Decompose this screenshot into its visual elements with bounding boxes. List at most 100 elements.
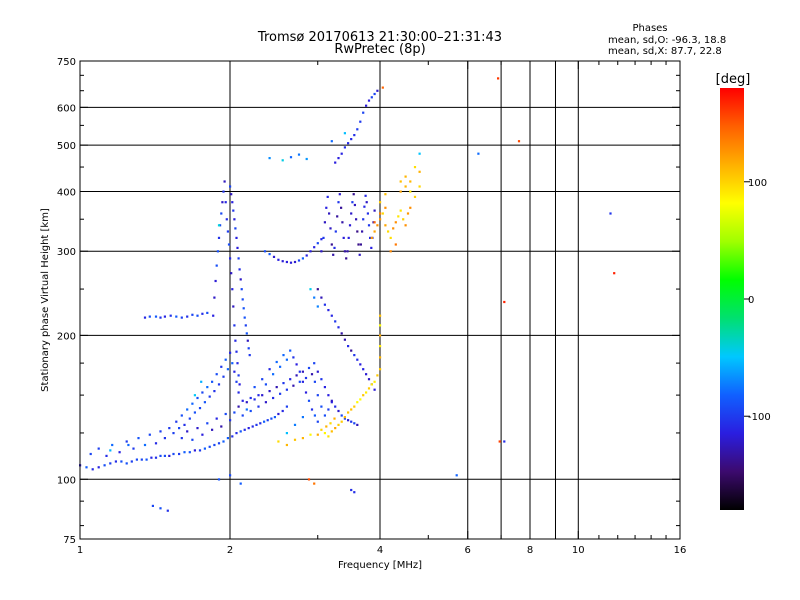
data-point: [285, 358, 288, 361]
data-point: [279, 392, 282, 395]
data-point: [293, 438, 297, 441]
data-point: [455, 474, 458, 477]
data-point: [404, 224, 407, 227]
data-point: [217, 442, 221, 445]
data-point: [272, 373, 275, 376]
data-point: [351, 201, 354, 204]
data-point: [316, 420, 319, 423]
data-point: [186, 430, 189, 433]
data-point: [310, 408, 314, 411]
series-o-mode-spread-f-upper: [320, 193, 376, 260]
data-point: [399, 209, 402, 212]
data-point: [307, 399, 311, 402]
data-point: [323, 414, 326, 417]
data-point: [313, 362, 316, 365]
x-tick-label: 8: [527, 545, 533, 556]
data-point: [399, 190, 402, 193]
data-point: [353, 354, 356, 357]
data-point: [89, 452, 92, 456]
data-point: [334, 161, 337, 164]
data-point: [281, 260, 284, 263]
data-point: [236, 246, 239, 249]
data-point: [220, 212, 223, 215]
data-point: [313, 246, 316, 249]
data-point: [353, 134, 356, 137]
data-point: [242, 307, 245, 310]
data-point: [367, 378, 371, 381]
data-point: [343, 250, 346, 253]
data-point: [327, 408, 330, 411]
data-point: [384, 206, 387, 209]
data-point: [275, 386, 278, 389]
phase-stats-heading: Phases: [632, 23, 667, 34]
colorbar-tick-label: -100: [748, 412, 771, 423]
data-point: [216, 250, 219, 253]
data-point: [337, 157, 340, 160]
data-point: [225, 218, 228, 221]
data-point: [358, 253, 361, 256]
data-point: [353, 422, 356, 425]
data-point: [172, 432, 175, 435]
data-point: [264, 401, 267, 404]
data-point: [353, 491, 356, 494]
data-point: [347, 142, 350, 145]
colorbar: [720, 88, 744, 510]
data-point: [200, 380, 203, 383]
data-point: [130, 460, 133, 463]
series-o-mode-high-f-trace: [334, 89, 379, 164]
data-point: [239, 278, 242, 281]
data-point: [381, 86, 384, 89]
y-tick-label: 100: [57, 475, 76, 486]
data-point: [232, 209, 235, 212]
data-point: [169, 314, 172, 317]
data-point: [268, 368, 271, 371]
data-point: [85, 466, 88, 469]
data-point: [230, 193, 233, 196]
data-point: [345, 257, 348, 260]
data-point: [340, 420, 343, 423]
data-point: [206, 422, 209, 425]
data-point: [289, 349, 292, 352]
data-point: [343, 416, 346, 419]
data-point: [234, 339, 237, 342]
data-point: [97, 447, 100, 450]
data-point: [330, 140, 333, 143]
data-point: [370, 96, 373, 99]
data-point: [196, 396, 199, 400]
data-point: [249, 396, 252, 400]
data-point: [154, 456, 158, 459]
data-point: [327, 309, 330, 312]
data-point: [334, 427, 337, 430]
data-point: [340, 414, 343, 417]
data-point: [387, 230, 390, 233]
data-point: [277, 440, 280, 443]
y-tick-label: 300: [57, 247, 76, 258]
data-point: [334, 320, 337, 323]
data-point: [356, 128, 359, 131]
data-point: [373, 92, 376, 96]
data-point: [175, 420, 178, 423]
data-point: [355, 218, 358, 221]
data-point: [353, 405, 356, 408]
data-point: [233, 324, 236, 327]
data-point: [293, 423, 297, 426]
data-point: [340, 152, 343, 155]
series-x-mode-yellow: [277, 314, 382, 447]
data-point: [373, 230, 376, 233]
data-point: [325, 206, 328, 209]
data-point: [297, 259, 301, 262]
data-point: [365, 104, 368, 107]
data-point: [241, 399, 244, 402]
data-point: [231, 362, 234, 365]
data-point: [248, 354, 251, 357]
data-point: [151, 504, 154, 507]
data-point: [337, 326, 340, 329]
data-point: [235, 236, 238, 239]
data-point: [379, 314, 382, 317]
data-point: [211, 380, 214, 383]
data-point: [304, 391, 308, 394]
series-outliers: [307, 77, 616, 481]
data-point: [191, 402, 194, 405]
data-point: [235, 350, 238, 353]
data-point: [313, 380, 316, 383]
